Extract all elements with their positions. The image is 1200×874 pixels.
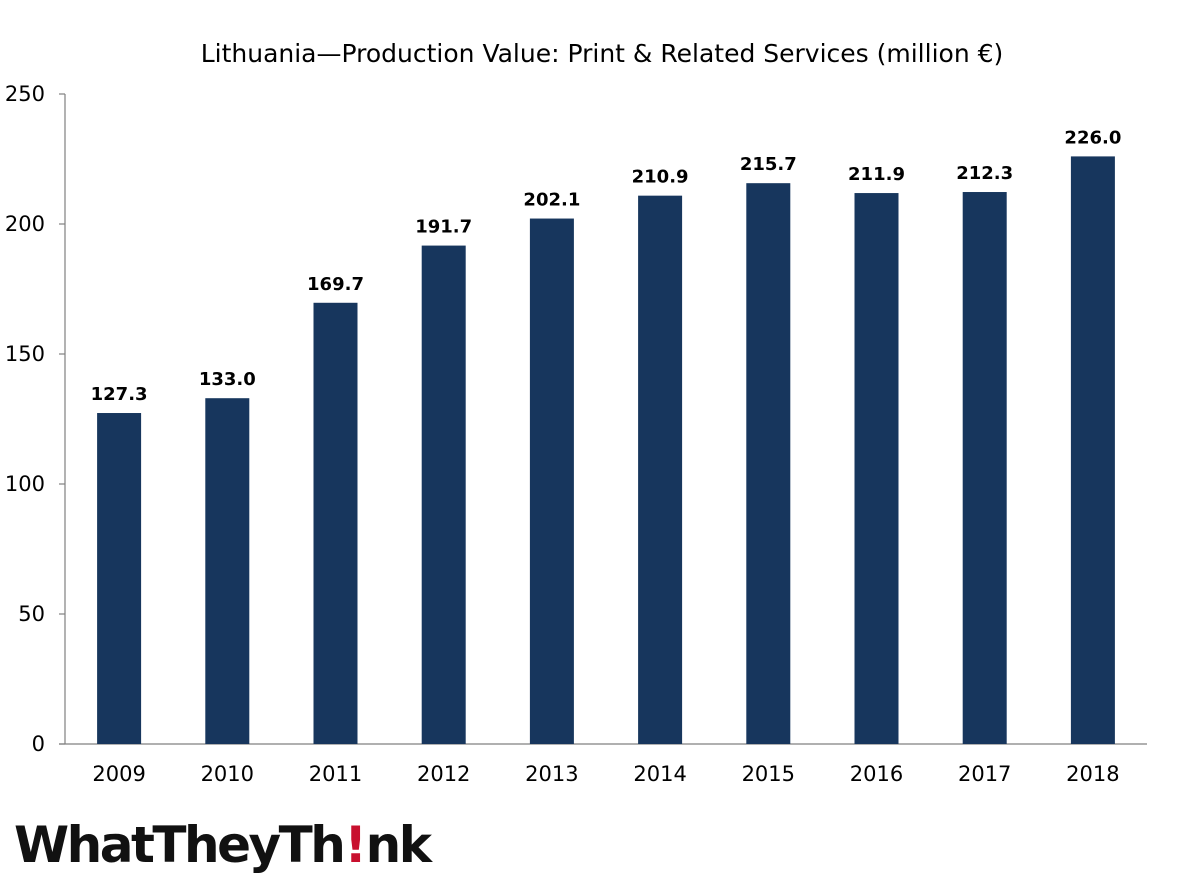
x-tick-label-2010: 2010 [201, 762, 254, 786]
data-label-2011: 169.7 [307, 274, 364, 295]
x-tick-label-2014: 2014 [633, 762, 686, 786]
data-label-2010: 133.0 [199, 369, 256, 390]
y-tick-label: 250 [5, 82, 45, 106]
data-label-2009: 127.3 [91, 384, 148, 405]
logo-text-start: WhatTheyTh [14, 816, 346, 874]
x-tick-label-2018: 2018 [1066, 762, 1119, 786]
bar-2016 [854, 193, 899, 744]
y-tick-label: 0 [32, 732, 45, 756]
data-label-2013: 202.1 [523, 190, 580, 211]
y-tick-label: 150 [5, 342, 45, 366]
y-tick-label: 50 [18, 602, 45, 626]
data-label-2015: 215.7 [740, 154, 797, 175]
x-tick-label-2013: 2013 [525, 762, 578, 786]
bar-2013 [529, 218, 574, 745]
x-tick-label-2015: 2015 [742, 762, 795, 786]
data-label-2014: 210.9 [632, 167, 689, 188]
bar-2015 [746, 183, 791, 744]
bar-2011 [313, 302, 358, 744]
x-tick-label-2011: 2011 [309, 762, 362, 786]
bar-2018 [1070, 156, 1115, 744]
y-tick-label: 100 [5, 472, 45, 496]
chart-title: Lithuania—Production Value: Print & Rela… [201, 39, 1004, 68]
bar-2012 [421, 245, 466, 744]
bars [97, 156, 1115, 745]
x-tick-label-2012: 2012 [417, 762, 470, 786]
bar-2017 [962, 192, 1007, 744]
y-tick-label: 200 [5, 212, 45, 236]
x-tick-label-2017: 2017 [958, 762, 1011, 786]
whattheythink-logo: WhatTheyTh! nk [14, 800, 432, 874]
data-label-2012: 191.7 [415, 217, 472, 238]
bar-2009 [97, 413, 142, 744]
data-label-2016: 211.9 [848, 164, 905, 185]
data-labels: 127.3 133.0 169.7 191.7 202.1 210.9 215.7 211.9… [91, 127, 1122, 405]
logo-exclamation-mark: ! [344, 816, 367, 874]
x-tick-label-2009: 2009 [92, 762, 145, 786]
bar-2010 [205, 398, 250, 744]
bar-chart: Lithuania—Production Value: Print & Rela… [5, 39, 1147, 786]
x-tick-label-2016: 2016 [850, 762, 903, 786]
data-label-2018: 226.0 [1064, 127, 1121, 148]
x-axis: 2009 2010 2011 2012 2013 2014 2015 2016 2017 2018 [59, 743, 1147, 786]
logo-text-end: nk [365, 816, 432, 874]
data-label-2017: 212.3 [956, 163, 1013, 184]
bar-2014 [638, 195, 683, 744]
y-axis: 0 50 100 150 200 250 [5, 82, 66, 756]
